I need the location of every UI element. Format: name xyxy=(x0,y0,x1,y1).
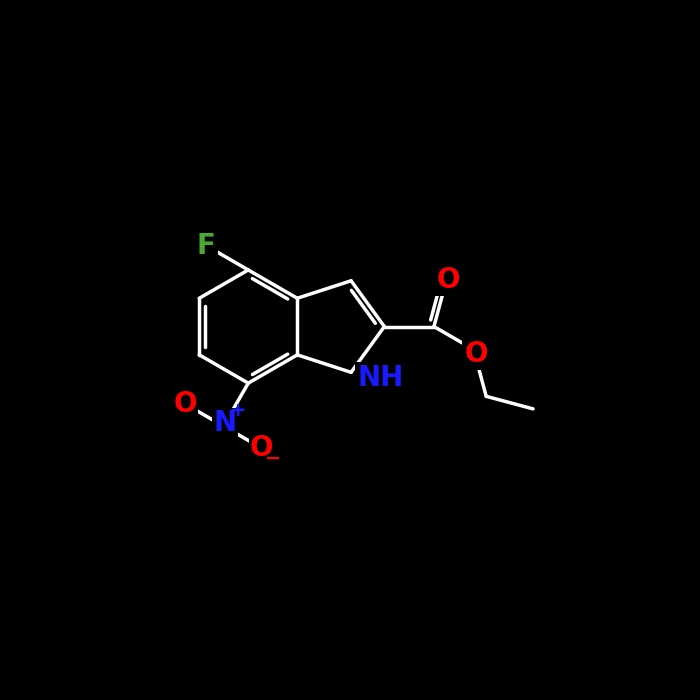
Text: O: O xyxy=(174,390,197,418)
Text: F: F xyxy=(197,232,216,260)
Text: O: O xyxy=(437,265,460,293)
Text: −: − xyxy=(265,449,282,468)
Text: NH: NH xyxy=(358,364,404,392)
Text: +: + xyxy=(230,402,246,421)
Text: O: O xyxy=(250,434,274,462)
Text: N: N xyxy=(214,410,237,438)
Text: O: O xyxy=(465,340,488,368)
